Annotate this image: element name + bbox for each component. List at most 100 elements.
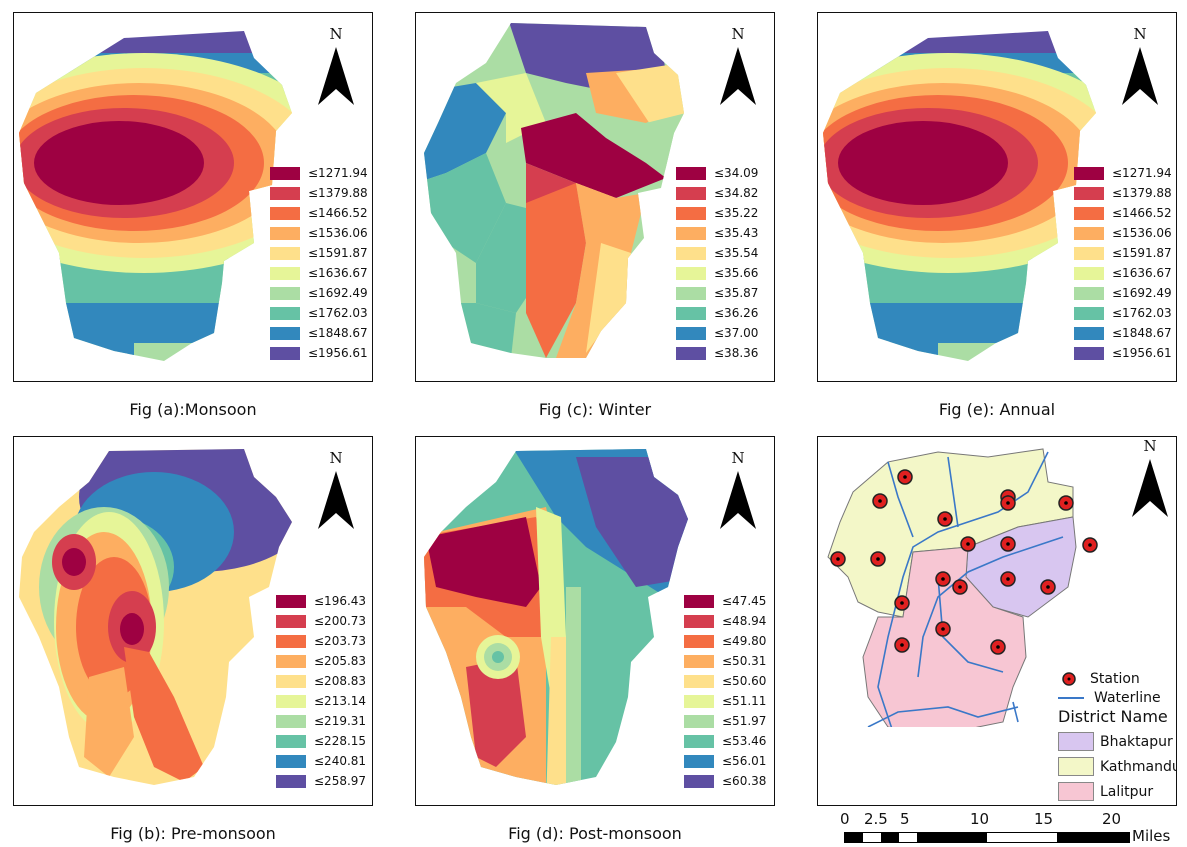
north-arrow-icon	[318, 471, 354, 529]
legend-class-label: ≤36.26	[714, 306, 759, 320]
legend-class-8: ≤53.46	[684, 731, 766, 751]
legend-class-2: ≤1379.88	[1074, 183, 1172, 203]
legend-class-10: ≤1956.61	[1074, 343, 1172, 363]
legend-class-4: ≤1536.06	[270, 223, 368, 243]
legend-class-10: ≤38.36	[676, 343, 758, 363]
legend-class-3: ≤1466.52	[1074, 203, 1172, 223]
legend-district-label: Kathmandu	[1100, 758, 1177, 775]
thiessen-zone	[521, 113, 666, 198]
legend-class-label: ≤50.60	[722, 674, 767, 688]
legend-swatch	[1058, 757, 1094, 776]
legend-swatch	[270, 166, 300, 180]
scale-tick-label: 0	[840, 810, 850, 828]
thiessen-zone	[424, 153, 506, 263]
legend-swatch	[276, 654, 306, 668]
legend-swatch	[676, 166, 706, 180]
legend-swatch	[1074, 346, 1104, 360]
station-marker	[990, 639, 1006, 655]
legend-swatch	[270, 346, 300, 360]
scale-tick-label: 5	[900, 810, 910, 828]
legend-class-label: ≤240.81	[314, 754, 367, 768]
legend-class-8: ≤36.26	[676, 303, 758, 323]
legend-class-8: ≤1762.03	[270, 303, 368, 323]
legend-swatch	[270, 186, 300, 200]
legend-swatch	[676, 226, 706, 240]
winter-interpolation-map	[424, 23, 684, 358]
legend-district-kathmandu: Kathmandu	[1058, 754, 1177, 779]
legend-swatch	[276, 774, 306, 788]
legend-swatch	[270, 266, 300, 280]
annual-interpolation-map	[823, 31, 1096, 361]
legend-swatch	[276, 754, 306, 768]
legend-swatch	[684, 674, 714, 688]
legend-swatch	[1074, 206, 1104, 220]
legend-class-label: ≤1271.94	[308, 166, 368, 180]
north-arrow: N	[1128, 437, 1172, 517]
legend-class-label: ≤34.09	[714, 166, 759, 180]
legend-swatch	[676, 186, 706, 200]
thiessen-zone	[586, 243, 631, 353]
legend-class-2: ≤48.94	[684, 611, 766, 631]
legend-class-7: ≤1692.49	[270, 283, 368, 303]
north-arrow-icon	[1132, 459, 1168, 517]
legend-class-label: ≤228.15	[314, 734, 367, 748]
legend-swatch	[270, 306, 300, 320]
legend-class-5: ≤1591.87	[270, 243, 368, 263]
legend-class-label: ≤1636.67	[1112, 266, 1172, 280]
legend-class-3: ≤35.22	[676, 203, 758, 223]
station-marker	[935, 621, 951, 637]
station-points	[830, 469, 1098, 655]
legend-class-6: ≤51.11	[684, 691, 766, 711]
north-arrow-icon	[1122, 47, 1158, 105]
legend-class-2: ≤1379.88	[270, 183, 368, 203]
legend-class-label: ≤1591.87	[1112, 246, 1172, 260]
legend-annual: ≤1271.94 ≤1379.88 ≤1466.52 ≤1536.06 ≤1591.87…	[1074, 163, 1172, 363]
legend-class-2: ≤34.82	[676, 183, 758, 203]
legend-class-label: ≤1692.49	[308, 286, 368, 300]
legend-swatch	[1058, 732, 1094, 751]
legend-swatch	[270, 206, 300, 220]
district-lalitpur	[862, 546, 1027, 727]
legend-swatch	[684, 654, 714, 668]
legend-class-label: ≤1636.67	[308, 266, 368, 280]
legend-class-8: ≤228.15	[276, 731, 366, 751]
legend-swatch	[684, 594, 714, 608]
station-marker	[1082, 537, 1098, 553]
legend-class-9: ≤56.01	[684, 751, 766, 771]
station-marker	[870, 551, 886, 567]
legend-class-label: ≤35.66	[714, 266, 759, 280]
legend-class-label: ≤60.38	[722, 774, 767, 788]
thiessen-zone	[456, 303, 516, 358]
legend-swatch	[676, 306, 706, 320]
legend-station-row: Station	[1058, 669, 1176, 689]
district-legend: Station Waterline District Name Bhaktapu…	[1058, 669, 1177, 804]
legend-class-3: ≤1466.52	[270, 203, 368, 223]
legend-swatch	[1074, 326, 1104, 340]
station-marker	[830, 551, 846, 567]
legend-swatch	[1074, 306, 1104, 320]
scale-tick-label: 10	[970, 810, 990, 828]
legend-waterline-row: Waterline	[1058, 689, 1176, 707]
legend-swatch	[276, 674, 306, 688]
legend-swatch	[684, 634, 714, 648]
legend-class-1: ≤196.43	[276, 591, 366, 611]
legend-swatch	[676, 266, 706, 280]
caption-winter: Fig (c): Winter	[538, 400, 652, 419]
legend-class-8: ≤1762.03	[1074, 303, 1172, 323]
legend-swatch	[1074, 286, 1104, 300]
legend-class-label: ≤1466.52	[308, 206, 368, 220]
legend-class-label: ≤50.31	[722, 654, 767, 668]
north-arrow: N	[716, 449, 760, 529]
legend-swatch	[684, 694, 714, 708]
legend-swatch	[270, 286, 300, 300]
legend-class-label: ≤205.83	[314, 654, 367, 668]
legend-station-label: Station	[1090, 671, 1140, 687]
legend-swatch	[276, 734, 306, 748]
legend-class-4: ≤35.43	[676, 223, 758, 243]
scale-tick-label: 2.5	[864, 810, 888, 828]
legend-class-6: ≤35.66	[676, 263, 758, 283]
legend-class-label: ≤35.43	[714, 226, 759, 240]
legend-class-3: ≤49.80	[684, 631, 766, 651]
legend-swatch	[676, 206, 706, 220]
legend-class-label: ≤53.46	[722, 734, 767, 748]
